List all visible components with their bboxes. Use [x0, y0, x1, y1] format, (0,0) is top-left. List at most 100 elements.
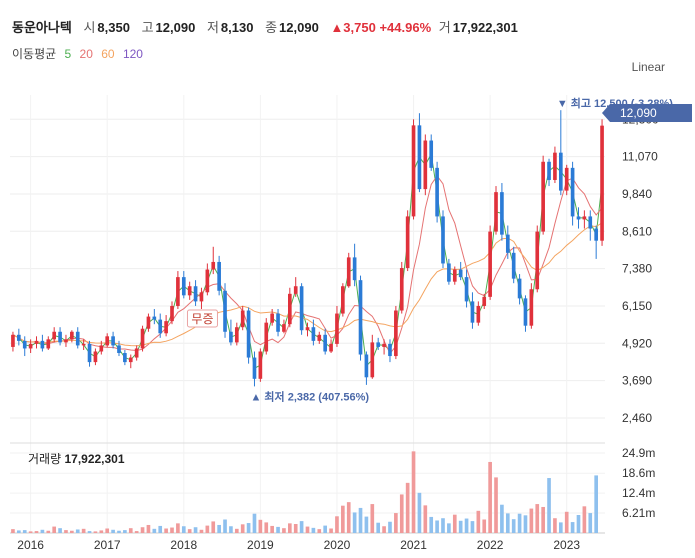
volume-tick-label: 6.21m	[622, 506, 655, 520]
volume-bar	[458, 520, 463, 533]
ma-5: 5	[64, 47, 72, 61]
volume-bar	[205, 525, 210, 533]
volume-bar	[299, 521, 304, 533]
candle-body	[329, 343, 333, 352]
volume-label: 거	[438, 20, 451, 35]
candle-body	[22, 340, 27, 349]
volume-bar	[394, 513, 398, 533]
candle-body	[341, 286, 345, 314]
candle-body	[105, 336, 110, 346]
price-tick-label: 6,150	[622, 299, 652, 313]
annotations: ▼ 최고 12,500 (-3.28%)▲ 최저 2,382 (407.56%)…	[186, 96, 673, 403]
volume-bar	[258, 519, 263, 533]
volume-panel-value: 17,922,301	[64, 452, 125, 466]
volume-bar	[405, 482, 410, 533]
close-label: 종	[265, 20, 278, 35]
candle-body	[58, 331, 62, 343]
candle-body	[270, 313, 274, 323]
time-tick-label: 2023	[553, 538, 580, 552]
candle-body	[494, 192, 498, 232]
volume-bar	[547, 478, 551, 533]
axis-labels: 2,460 3,690 4,920 6,150 7,380 8,610 9,840 11,07…	[17, 112, 659, 552]
volume-bar	[246, 523, 251, 533]
volume-bar	[193, 527, 198, 533]
volume-bar	[429, 516, 434, 533]
volume-bar	[11, 529, 15, 533]
scale-toggle-button[interactable]: Linear	[631, 60, 665, 74]
high-label: 고	[141, 20, 154, 35]
volume-bar	[564, 511, 569, 533]
candle-body	[423, 140, 428, 190]
candle-body	[28, 343, 33, 349]
volume-bar	[199, 529, 204, 533]
volume-tick-label: 18.6m	[622, 466, 655, 480]
candlestick-series	[11, 110, 604, 387]
time-tick-label: 2020	[324, 538, 351, 552]
candle-body	[305, 327, 310, 331]
volume-bar	[28, 531, 33, 533]
candle-body	[193, 286, 198, 302]
volume-bar	[75, 529, 80, 533]
current-price-badge: 12,090	[602, 104, 692, 122]
candle-body	[99, 345, 104, 352]
stock-summary-header: 동운아나텍 시 8,350 고 12,090 저 8,130 종 12,090 ▲3,7…	[12, 17, 526, 36]
close-value: 12,090	[279, 20, 319, 35]
volume-panel-title: 거래량	[28, 452, 62, 466]
event-annotation: 무증	[191, 312, 213, 326]
candle-body	[217, 261, 221, 291]
volume-bar	[476, 510, 481, 533]
time-tick-label: 2016	[17, 538, 44, 552]
ma-120: 120	[122, 47, 143, 61]
volume-bar	[187, 529, 192, 533]
candle-body	[140, 328, 145, 349]
volume-bar	[529, 508, 534, 533]
candle-body	[376, 342, 381, 347]
moving-average-legend: 이동평균 5 20 60 120	[12, 45, 148, 62]
candle-body	[111, 336, 115, 346]
volume-bar	[570, 522, 575, 533]
candle-body	[370, 342, 375, 378]
volume-bar	[58, 528, 62, 533]
candle-body	[123, 353, 127, 363]
low-value: 8,130	[220, 20, 254, 35]
volume-bar	[170, 527, 174, 533]
volume-bar	[176, 523, 180, 533]
candle-body	[187, 286, 192, 296]
volume-bar	[158, 525, 163, 533]
volume-bar	[358, 507, 363, 533]
volume-bar	[264, 522, 269, 533]
candle-body	[435, 167, 439, 217]
volume-bar	[217, 524, 221, 533]
candle-body	[64, 339, 68, 343]
volume-bar	[435, 520, 439, 533]
volume-bar	[535, 504, 540, 533]
volume-bar	[123, 530, 127, 533]
candle-body	[246, 310, 251, 358]
volume-grid	[10, 452, 605, 514]
volume-bar	[234, 528, 239, 533]
candle-body	[352, 257, 357, 281]
candle-body	[229, 331, 233, 343]
candle-body	[511, 252, 516, 279]
volume-series	[11, 451, 598, 533]
volume-bar	[22, 530, 27, 533]
volume-bar	[447, 523, 451, 533]
candle-body	[323, 334, 327, 352]
stock-name: 동운아나텍	[12, 20, 72, 35]
volume-bar	[382, 526, 386, 533]
candle-body	[293, 286, 298, 294]
candle-body	[576, 216, 581, 220]
candle-body	[458, 269, 463, 278]
ma-20-line	[12, 175, 603, 355]
event-marker-box	[186, 309, 218, 328]
volume-bar	[482, 519, 487, 533]
candle-body	[158, 319, 163, 334]
volume-bar	[517, 513, 522, 533]
candle-body	[582, 216, 587, 220]
price-tick-label: 4,920	[622, 336, 652, 350]
candle-body	[264, 322, 269, 352]
candle-body	[529, 289, 534, 326]
candle-body	[240, 310, 245, 328]
volume-bar	[364, 516, 369, 533]
